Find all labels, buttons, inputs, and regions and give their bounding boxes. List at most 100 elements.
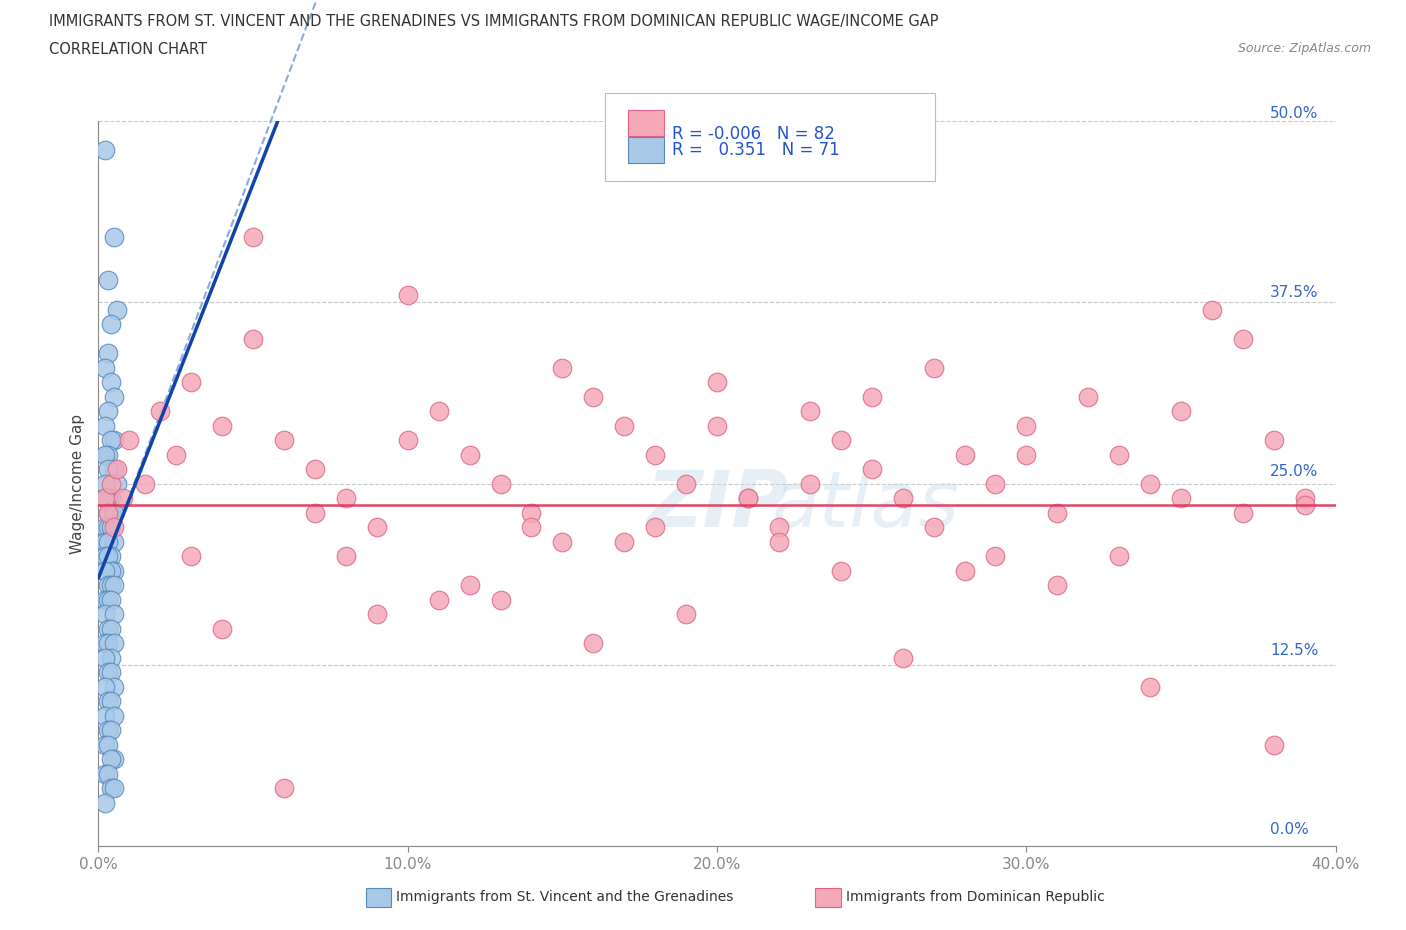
Point [170,777,193,792]
Point [170,505,193,520]
Point [1091,462,1114,477]
Point [274,405,297,419]
Point [682,591,704,606]
Point [191,419,214,434]
Point [574,520,596,535]
Point [173,505,195,520]
Point [176,763,198,777]
Point [179,548,201,563]
Point [179,735,201,750]
Point [1144,290,1167,305]
Point [737,476,759,491]
Point [1199,720,1222,735]
Point [173,605,195,620]
Point [173,563,195,578]
Point [246,362,269,377]
Point [928,433,950,448]
Point [181,290,204,305]
Point [176,534,198,549]
Point [181,448,204,463]
Point [1173,319,1195,334]
Point [492,563,515,578]
Point [246,534,269,549]
Point [170,405,193,419]
Point [170,591,193,606]
Point [328,419,350,434]
Point [176,577,198,591]
Point [356,448,378,463]
Point [179,505,201,520]
Point [176,706,198,721]
Point [928,548,950,563]
Point [170,348,193,363]
Point [519,462,541,477]
Point [181,462,204,477]
Point [1118,391,1140,405]
Point [981,433,1004,448]
Point [173,491,195,506]
Point [710,405,733,419]
Point [179,448,201,463]
Point [173,520,195,535]
Point [176,505,198,520]
Point [232,433,254,448]
Point [845,377,868,392]
Point [1036,377,1059,392]
Point [301,319,323,334]
Point [173,391,195,405]
Point [219,391,242,405]
Text: R = -0.006   N = 82: R = -0.006 N = 82 [672,126,835,143]
Point [170,462,193,477]
Point [170,476,193,491]
Point [179,520,201,535]
Point [737,476,759,491]
Point [763,520,786,535]
Point [173,534,195,549]
Point [179,763,201,777]
Point [301,219,323,233]
Point [173,333,195,348]
Point [873,476,896,491]
Point [173,577,195,591]
Point [170,619,193,634]
Text: IMMIGRANTS FROM ST. VINCENT AND THE GRENADINES VS IMMIGRANTS FROM DOMINICAN REPU: IMMIGRANTS FROM ST. VINCENT AND THE GREN… [49,14,939,29]
Point [173,648,195,663]
Point [845,448,868,463]
Point [176,491,198,506]
Text: Immigrants from Dominican Republic: Immigrants from Dominican Republic [846,890,1105,905]
Text: Immigrants from St. Vincent and the Grenadines: Immigrants from St. Vincent and the Gren… [396,890,734,905]
Point [627,405,650,419]
Point [176,735,198,750]
Point [170,534,193,549]
Point [173,491,195,506]
Point [179,377,201,392]
Point [170,663,193,678]
Point [179,591,201,606]
Point [955,462,977,477]
Point [173,706,195,721]
Point [382,476,405,491]
Point [409,591,432,606]
Point [437,276,460,291]
Point [356,491,378,506]
Point [205,462,228,477]
Point [176,634,198,649]
Point [546,505,568,520]
Point [981,405,1004,419]
Point [574,348,596,363]
Point [955,534,977,549]
Point [170,749,193,764]
Point [170,634,193,649]
Point [176,462,198,477]
Point [179,491,201,506]
Point [763,505,786,520]
Point [170,548,193,563]
Point [170,520,193,535]
Point [176,563,198,578]
Point [1063,433,1085,448]
Point [173,433,195,448]
Point [710,362,733,377]
Point [873,634,896,649]
Text: CORRELATION CHART: CORRELATION CHART [49,42,207,57]
Point [176,419,198,434]
